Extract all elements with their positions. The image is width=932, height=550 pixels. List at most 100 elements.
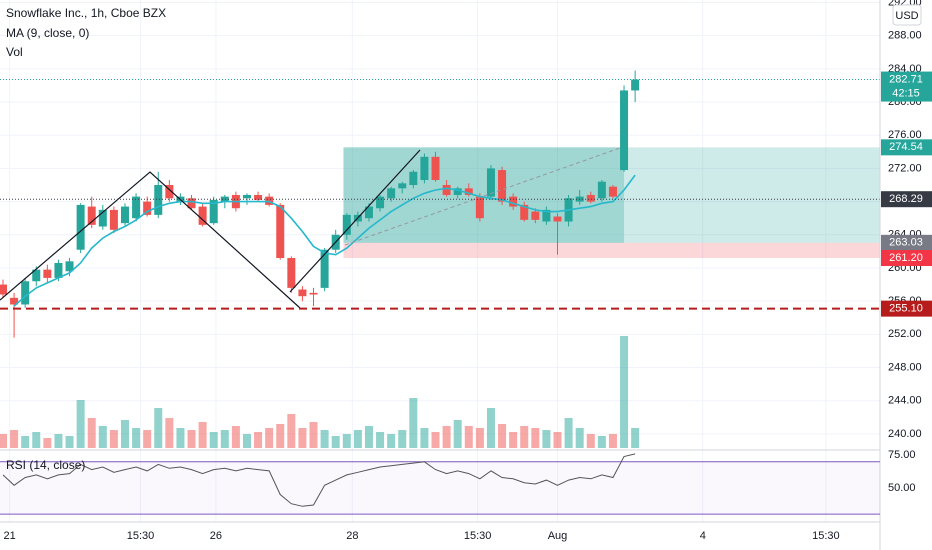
candle-body bbox=[431, 156, 440, 181]
x-tick-label: 15:30 bbox=[127, 530, 155, 542]
volume-bar bbox=[498, 424, 507, 448]
candle-body bbox=[475, 196, 484, 219]
volume-bar bbox=[32, 432, 41, 448]
volume-bar bbox=[453, 420, 462, 448]
volume-bar bbox=[98, 426, 107, 448]
volume-bar bbox=[21, 436, 30, 448]
price-label-bg bbox=[881, 191, 932, 208]
price-label-bg bbox=[881, 234, 932, 251]
volume-bar bbox=[43, 438, 52, 448]
volume-bar bbox=[287, 414, 296, 448]
candle-body bbox=[320, 249, 329, 288]
volume-bar bbox=[76, 400, 85, 448]
candle-body bbox=[32, 269, 41, 282]
candle-body bbox=[198, 206, 207, 225]
volume-bar bbox=[353, 430, 362, 448]
profit-zone-active bbox=[343, 147, 625, 243]
candle-body bbox=[98, 209, 107, 227]
zigzag-drawing bbox=[0, 171, 301, 309]
price-label-bg bbox=[881, 300, 932, 317]
volume-bar bbox=[464, 426, 473, 448]
y-tick-label: 272.00 bbox=[888, 162, 922, 174]
trend-drawing bbox=[289, 149, 421, 293]
ma-line bbox=[13, 174, 636, 307]
volume-bar bbox=[176, 428, 185, 448]
candle-body bbox=[298, 289, 307, 297]
volume-bar bbox=[620, 336, 629, 448]
volume-bar bbox=[143, 430, 152, 448]
rsi-legend: RSI (14, close) bbox=[6, 458, 85, 472]
currency: USD bbox=[895, 10, 918, 22]
x-tick-label: Aug bbox=[548, 530, 568, 542]
volume-bar bbox=[531, 428, 540, 448]
volume-bar bbox=[442, 426, 451, 448]
y-tick-label: 252.00 bbox=[888, 328, 922, 340]
volume-bar bbox=[0, 434, 7, 448]
volume-bar bbox=[342, 434, 351, 448]
volume-bar bbox=[109, 430, 118, 448]
candle-body bbox=[242, 194, 251, 199]
candle-body bbox=[220, 196, 229, 202]
volume-bar bbox=[254, 432, 263, 448]
price-label: 268.29 bbox=[889, 193, 923, 205]
volume-bar bbox=[54, 434, 63, 448]
candle-body bbox=[287, 258, 296, 288]
candle-body bbox=[76, 204, 85, 250]
volume-bar bbox=[586, 434, 595, 448]
candle-body bbox=[342, 214, 351, 235]
candle-body bbox=[265, 196, 274, 205]
candle-body bbox=[531, 211, 540, 220]
candle-body bbox=[586, 194, 595, 202]
candle-body bbox=[87, 206, 96, 225]
volume-bar bbox=[132, 428, 141, 448]
candle-body bbox=[276, 204, 285, 259]
volume-bar bbox=[398, 430, 407, 448]
rsi-tick-label: 50.00 bbox=[888, 482, 916, 494]
candle-body bbox=[0, 284, 7, 295]
x-tick-label: 15:30 bbox=[464, 530, 492, 542]
candle-body bbox=[509, 196, 518, 207]
candle-body bbox=[608, 186, 617, 197]
volume-bar bbox=[486, 408, 495, 448]
levels bbox=[0, 79, 880, 310]
loss-zone bbox=[343, 242, 880, 259]
price-label-bg bbox=[881, 139, 932, 156]
volume-bar bbox=[409, 398, 418, 448]
volume-bar bbox=[331, 436, 340, 448]
y-tick-label: 288.00 bbox=[888, 30, 922, 42]
price-label-bg bbox=[881, 250, 932, 267]
candle-body bbox=[143, 201, 152, 215]
x-tick-label: 28 bbox=[346, 530, 358, 542]
candle-body bbox=[165, 185, 174, 199]
volume-bar bbox=[154, 408, 163, 448]
x-tick-label: 4 bbox=[700, 530, 706, 542]
candle-body bbox=[109, 209, 118, 230]
grid bbox=[0, 0, 880, 522]
volume-bar bbox=[575, 428, 584, 448]
candle-body bbox=[209, 199, 218, 224]
price-labels: 274.54 263.03 261.20 282.71 42:15 268.29 255.1… bbox=[881, 71, 932, 317]
volume-bar bbox=[420, 428, 429, 448]
volume-bar bbox=[320, 430, 329, 448]
price-label: 282.71 bbox=[889, 73, 923, 85]
candle-body bbox=[620, 90, 629, 171]
volume-bar bbox=[209, 432, 218, 448]
volume-bar bbox=[87, 418, 96, 448]
candle-body bbox=[631, 79, 640, 91]
x-tick-label: 26 bbox=[210, 530, 222, 542]
candle-body bbox=[387, 188, 396, 199]
candle-body bbox=[254, 194, 263, 200]
y-tick-label: 244.00 bbox=[888, 395, 922, 407]
volume-bar bbox=[187, 430, 196, 448]
volume-bar bbox=[376, 432, 385, 448]
candle-body bbox=[376, 196, 385, 209]
price-label-bg bbox=[881, 71, 932, 102]
rsi-band-fill bbox=[0, 461, 880, 515]
candle-body bbox=[498, 170, 507, 202]
volume-bar bbox=[309, 422, 318, 448]
currency-box[interactable] bbox=[892, 4, 922, 26]
candle-body bbox=[597, 181, 606, 199]
candle-body bbox=[132, 196, 141, 219]
candle-body bbox=[520, 204, 529, 220]
